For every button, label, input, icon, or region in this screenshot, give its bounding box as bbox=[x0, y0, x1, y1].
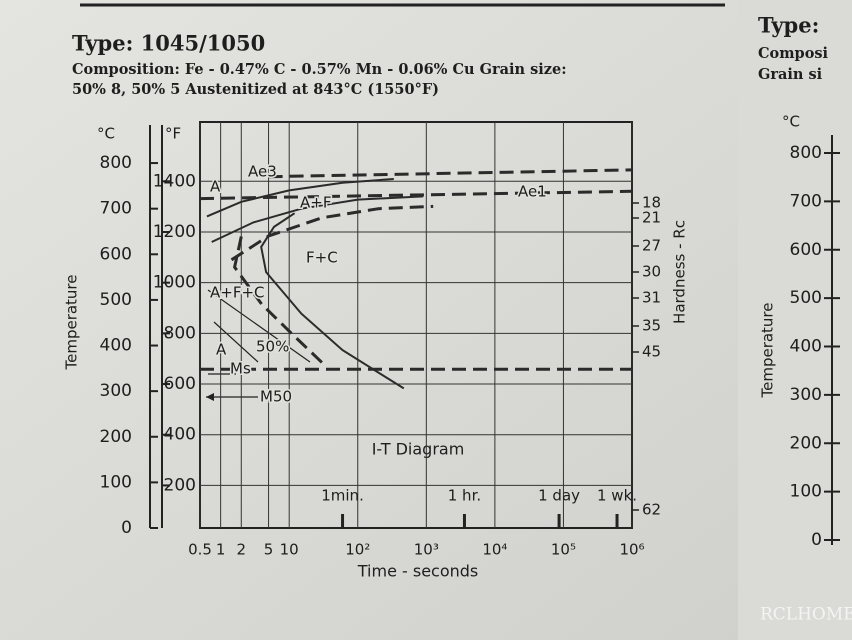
right-y-tick-label: 300 bbox=[790, 385, 822, 405]
annotation: Ae3 bbox=[248, 163, 277, 181]
composition: Composition: Fe - 0.47% C - 0.57% Mn - 0… bbox=[72, 61, 567, 78]
y2-tick-label: 200 bbox=[164, 475, 196, 495]
x-tick-label: 1 bbox=[216, 541, 226, 559]
annotation: F+C bbox=[306, 249, 338, 267]
y-tick-label: 500 bbox=[100, 290, 132, 310]
time-mark-label: 1 day bbox=[538, 487, 580, 505]
hardness-label: 62 bbox=[642, 501, 661, 519]
right-text: Composi bbox=[758, 45, 829, 62]
watermark: RCLHOME.COM bbox=[760, 605, 852, 625]
x-tick-label: 10 bbox=[280, 541, 299, 559]
annotation: Ae1 bbox=[518, 183, 547, 201]
diagram-label: I-T Diagram bbox=[372, 440, 465, 459]
curve bbox=[206, 178, 394, 218]
x-label: Time - seconds bbox=[357, 562, 479, 581]
x-tick-label: 10⁴ bbox=[482, 541, 507, 559]
right-y-tick-label: 800 bbox=[790, 143, 822, 163]
right-text: Grain si bbox=[758, 66, 823, 83]
annotation: A bbox=[210, 178, 221, 196]
annotation: A+F+C bbox=[210, 284, 265, 302]
y2-label: Hardness - Rc bbox=[671, 220, 689, 324]
hardness-label: 45 bbox=[642, 343, 661, 361]
curve bbox=[230, 204, 434, 262]
right-y-tick-label: 500 bbox=[790, 288, 822, 308]
x-tick-label: 0.5 bbox=[188, 541, 212, 559]
arrow-head bbox=[206, 393, 214, 401]
x-tick-label: 5 bbox=[264, 541, 274, 559]
hardness-label: 35 bbox=[642, 317, 661, 335]
annotation: A bbox=[216, 341, 227, 359]
curve bbox=[211, 195, 424, 243]
y2-tick-label: 400 bbox=[164, 425, 196, 445]
right-y-tick-label: 700 bbox=[790, 191, 822, 211]
annotation: Ms bbox=[230, 360, 251, 378]
y-tick-label: 400 bbox=[100, 336, 132, 356]
y2-tick-label: 1400 bbox=[153, 171, 196, 191]
x-tick-label: 10⁶ bbox=[619, 541, 644, 559]
y2-tick-label: 1000 bbox=[153, 273, 196, 293]
hardness-label: 31 bbox=[642, 289, 661, 307]
right-unit: °C bbox=[782, 113, 800, 131]
right-y-label: Temperature bbox=[759, 302, 777, 398]
annotation: 50% bbox=[256, 338, 289, 356]
y-tick-label: 700 bbox=[100, 199, 132, 219]
curve bbox=[199, 189, 633, 201]
composition: 50% 8, 50% 5 Austenitized at 843°C (1550… bbox=[72, 81, 439, 98]
right-y-tick-label: 400 bbox=[790, 337, 822, 357]
guide bbox=[213, 321, 259, 363]
hardness-label: 30 bbox=[642, 263, 661, 281]
y2-unit: °F bbox=[165, 125, 181, 143]
title: Type: 1045/1050 bbox=[72, 31, 265, 56]
x-tick-label: 2 bbox=[237, 541, 247, 559]
hardness-label: 18 bbox=[642, 194, 661, 212]
y-tick-label: 300 bbox=[100, 381, 132, 401]
right-y-tick-label: 0 bbox=[811, 530, 822, 550]
curve bbox=[232, 236, 326, 367]
hardness-label: 21 bbox=[642, 209, 661, 227]
y-tick-label: 200 bbox=[100, 427, 132, 447]
right-title: Type: bbox=[758, 13, 819, 38]
y2-tick-label: 600 bbox=[164, 374, 196, 394]
x-tick-label: 10² bbox=[345, 541, 370, 559]
time-mark-label: 1 wk. bbox=[597, 487, 637, 505]
guide bbox=[207, 289, 311, 363]
annotation: M50 bbox=[260, 388, 292, 406]
y-tick-label: 600 bbox=[100, 244, 132, 264]
y-unit: °C bbox=[97, 125, 115, 143]
annotation: A+F bbox=[300, 194, 331, 212]
curve bbox=[268, 168, 633, 179]
x-tick-label: 10⁵ bbox=[551, 541, 576, 559]
hardness-label: 27 bbox=[642, 237, 661, 255]
time-mark-label: 1 hr. bbox=[448, 487, 481, 505]
right-page bbox=[738, 0, 852, 640]
y-tick-label: 100 bbox=[100, 472, 132, 492]
x-tick-label: 10³ bbox=[414, 541, 439, 559]
y-tick-label: 0 bbox=[121, 518, 132, 538]
time-mark-label: 1min. bbox=[321, 487, 364, 505]
y-label: Temperature bbox=[63, 274, 81, 370]
y-tick-label: 800 bbox=[100, 153, 132, 173]
y2-tick-label: 800 bbox=[164, 323, 196, 343]
right-y-tick-label: 200 bbox=[790, 433, 822, 453]
curve bbox=[260, 212, 405, 390]
y2-tick-label: 1200 bbox=[153, 222, 196, 242]
right-y-tick-label: 100 bbox=[790, 482, 822, 502]
right-y-tick-label: 600 bbox=[790, 240, 822, 260]
